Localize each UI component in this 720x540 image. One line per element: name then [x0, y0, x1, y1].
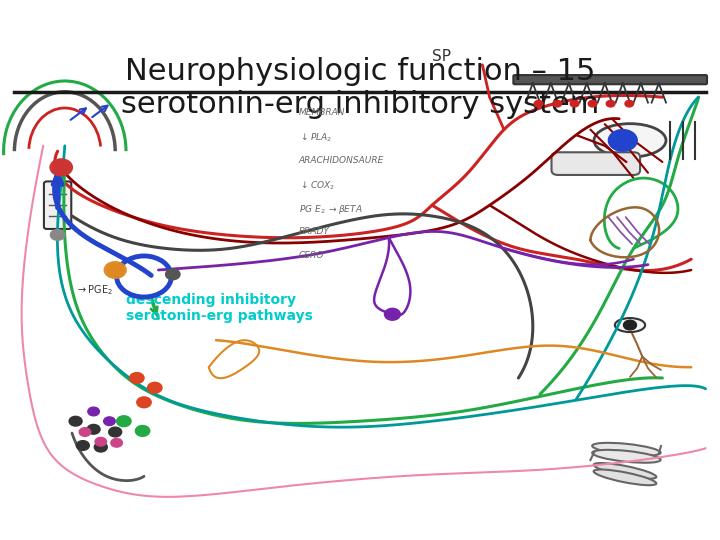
Circle shape	[135, 426, 150, 436]
Text: Neurophysiologic function – 15
serotonin-erg inhibitory system: Neurophysiologic function – 15 serotonin…	[121, 57, 599, 119]
Ellipse shape	[615, 318, 645, 332]
Circle shape	[104, 417, 115, 426]
Circle shape	[95, 437, 107, 446]
Text: $\downarrow$COX$_2$: $\downarrow$COX$_2$	[299, 179, 335, 192]
Circle shape	[624, 320, 636, 330]
Text: MEMBRAN: MEMBRAN	[299, 108, 346, 117]
Circle shape	[625, 100, 634, 107]
Text: ARACHIDONSAURE: ARACHIDONSAURE	[299, 156, 384, 165]
Circle shape	[94, 442, 107, 452]
Text: PG E$_2$ $\rightarrow\beta$ETA: PG E$_2$ $\rightarrow\beta$ETA	[299, 203, 362, 216]
Text: descending inhibitory
serotonin-erg pathways: descending inhibitory serotonin-erg path…	[126, 293, 313, 323]
Circle shape	[87, 424, 100, 434]
Circle shape	[137, 397, 151, 408]
Circle shape	[588, 100, 597, 107]
Circle shape	[148, 382, 162, 393]
Circle shape	[79, 428, 91, 436]
Circle shape	[534, 100, 543, 107]
Circle shape	[76, 441, 89, 450]
Circle shape	[69, 416, 82, 426]
Circle shape	[50, 230, 65, 240]
Circle shape	[166, 269, 180, 280]
Circle shape	[570, 100, 579, 107]
FancyBboxPatch shape	[44, 181, 71, 229]
Circle shape	[111, 438, 122, 447]
Circle shape	[109, 427, 122, 437]
Circle shape	[384, 308, 400, 320]
Circle shape	[106, 263, 125, 277]
Ellipse shape	[593, 469, 657, 485]
Ellipse shape	[592, 443, 661, 456]
Text: SP: SP	[432, 49, 451, 64]
Ellipse shape	[594, 124, 666, 157]
Text: $\rightarrow$PGE$_2$: $\rightarrow$PGE$_2$	[76, 284, 113, 298]
FancyBboxPatch shape	[513, 75, 707, 84]
Circle shape	[52, 160, 71, 174]
Ellipse shape	[593, 463, 657, 479]
Text: CERO: CERO	[299, 251, 324, 260]
Circle shape	[117, 416, 131, 427]
Ellipse shape	[592, 450, 661, 463]
Circle shape	[606, 100, 615, 107]
Text: BRADY: BRADY	[299, 227, 330, 236]
FancyBboxPatch shape	[552, 152, 640, 175]
Circle shape	[553, 100, 562, 107]
Circle shape	[608, 130, 637, 151]
Text: $\downarrow$PLA$_2$: $\downarrow$PLA$_2$	[299, 132, 332, 144]
Circle shape	[88, 407, 99, 416]
Circle shape	[130, 373, 144, 383]
